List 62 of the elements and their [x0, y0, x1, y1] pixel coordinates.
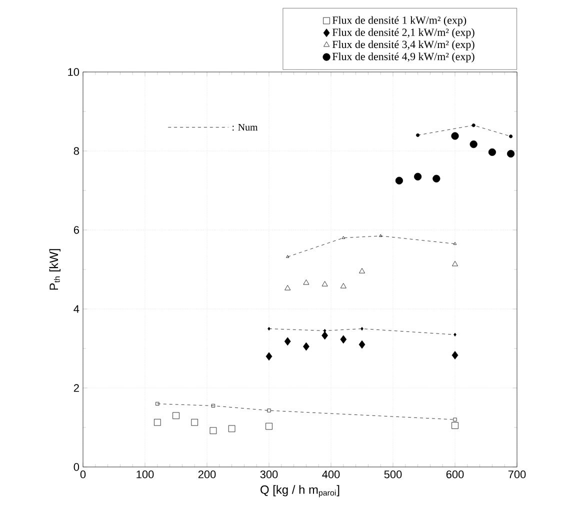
point: [172, 412, 180, 420]
point: [360, 326, 364, 331]
point: [210, 427, 217, 434]
x-tick-label: 400: [322, 470, 340, 478]
y-tick-label: 0: [74, 463, 80, 471]
point: [340, 283, 346, 288]
point: [414, 172, 422, 180]
point: [453, 418, 457, 422]
point: [470, 140, 478, 148]
point: [488, 148, 496, 156]
point: [452, 260, 458, 266]
point: [266, 422, 272, 430]
y-tick-label: 6: [74, 226, 80, 234]
point: [379, 234, 382, 237]
point: [454, 332, 456, 336]
point: [322, 281, 328, 286]
legend-label: Flux de densité 1 kW/m² (exp): [332, 16, 466, 26]
point: [303, 280, 310, 285]
point: [395, 176, 404, 184]
point: [284, 337, 291, 346]
y-tick-label: 10: [68, 68, 80, 76]
y-tick-label: 2: [74, 384, 79, 392]
y-axis-title: P$_{th}$ [kW]: [49, 249, 60, 290]
point: [191, 418, 198, 426]
legend-label: Flux de densité 4,9 kW/m² (exp): [332, 52, 474, 62]
legend-label: Flux de densité 3,4 kW/m² (exp): [332, 40, 474, 50]
y-tick-label: 4: [74, 305, 80, 313]
x-tick-label: 500: [384, 470, 402, 478]
point: [211, 404, 216, 408]
point: [432, 174, 440, 182]
annotation: : Num: [232, 124, 258, 131]
x-axis-title: Q [kg / h m$_{paroi}$]: [260, 485, 340, 498]
y-tick-label: 8: [74, 147, 80, 155]
point: [472, 124, 476, 128]
point: [509, 134, 513, 138]
point: [284, 285, 291, 290]
point: [266, 352, 272, 361]
point: [156, 402, 160, 406]
point: [286, 255, 290, 258]
point: [267, 408, 271, 412]
x-tick-label: 200: [198, 470, 216, 478]
x-tick-label: 700: [508, 470, 526, 478]
point: [507, 150, 515, 158]
point: [416, 133, 420, 137]
point: [452, 351, 458, 360]
x-tick-label: 600: [446, 470, 464, 478]
point: [268, 326, 270, 331]
point: [154, 418, 161, 426]
point: [359, 268, 365, 274]
point: [228, 425, 236, 432]
point: [322, 331, 328, 340]
point: [340, 335, 347, 344]
point: [452, 422, 458, 429]
x-tick-label: 100: [136, 470, 154, 478]
point: [453, 242, 457, 245]
point: [342, 236, 345, 239]
point: [303, 342, 310, 351]
point: [451, 132, 459, 140]
legend-label: Flux de densité 2,1 kW/m² (exp): [332, 28, 474, 38]
x-tick-label: 0: [80, 470, 86, 478]
point: [358, 340, 366, 349]
x-tick-label: 300: [260, 470, 278, 478]
